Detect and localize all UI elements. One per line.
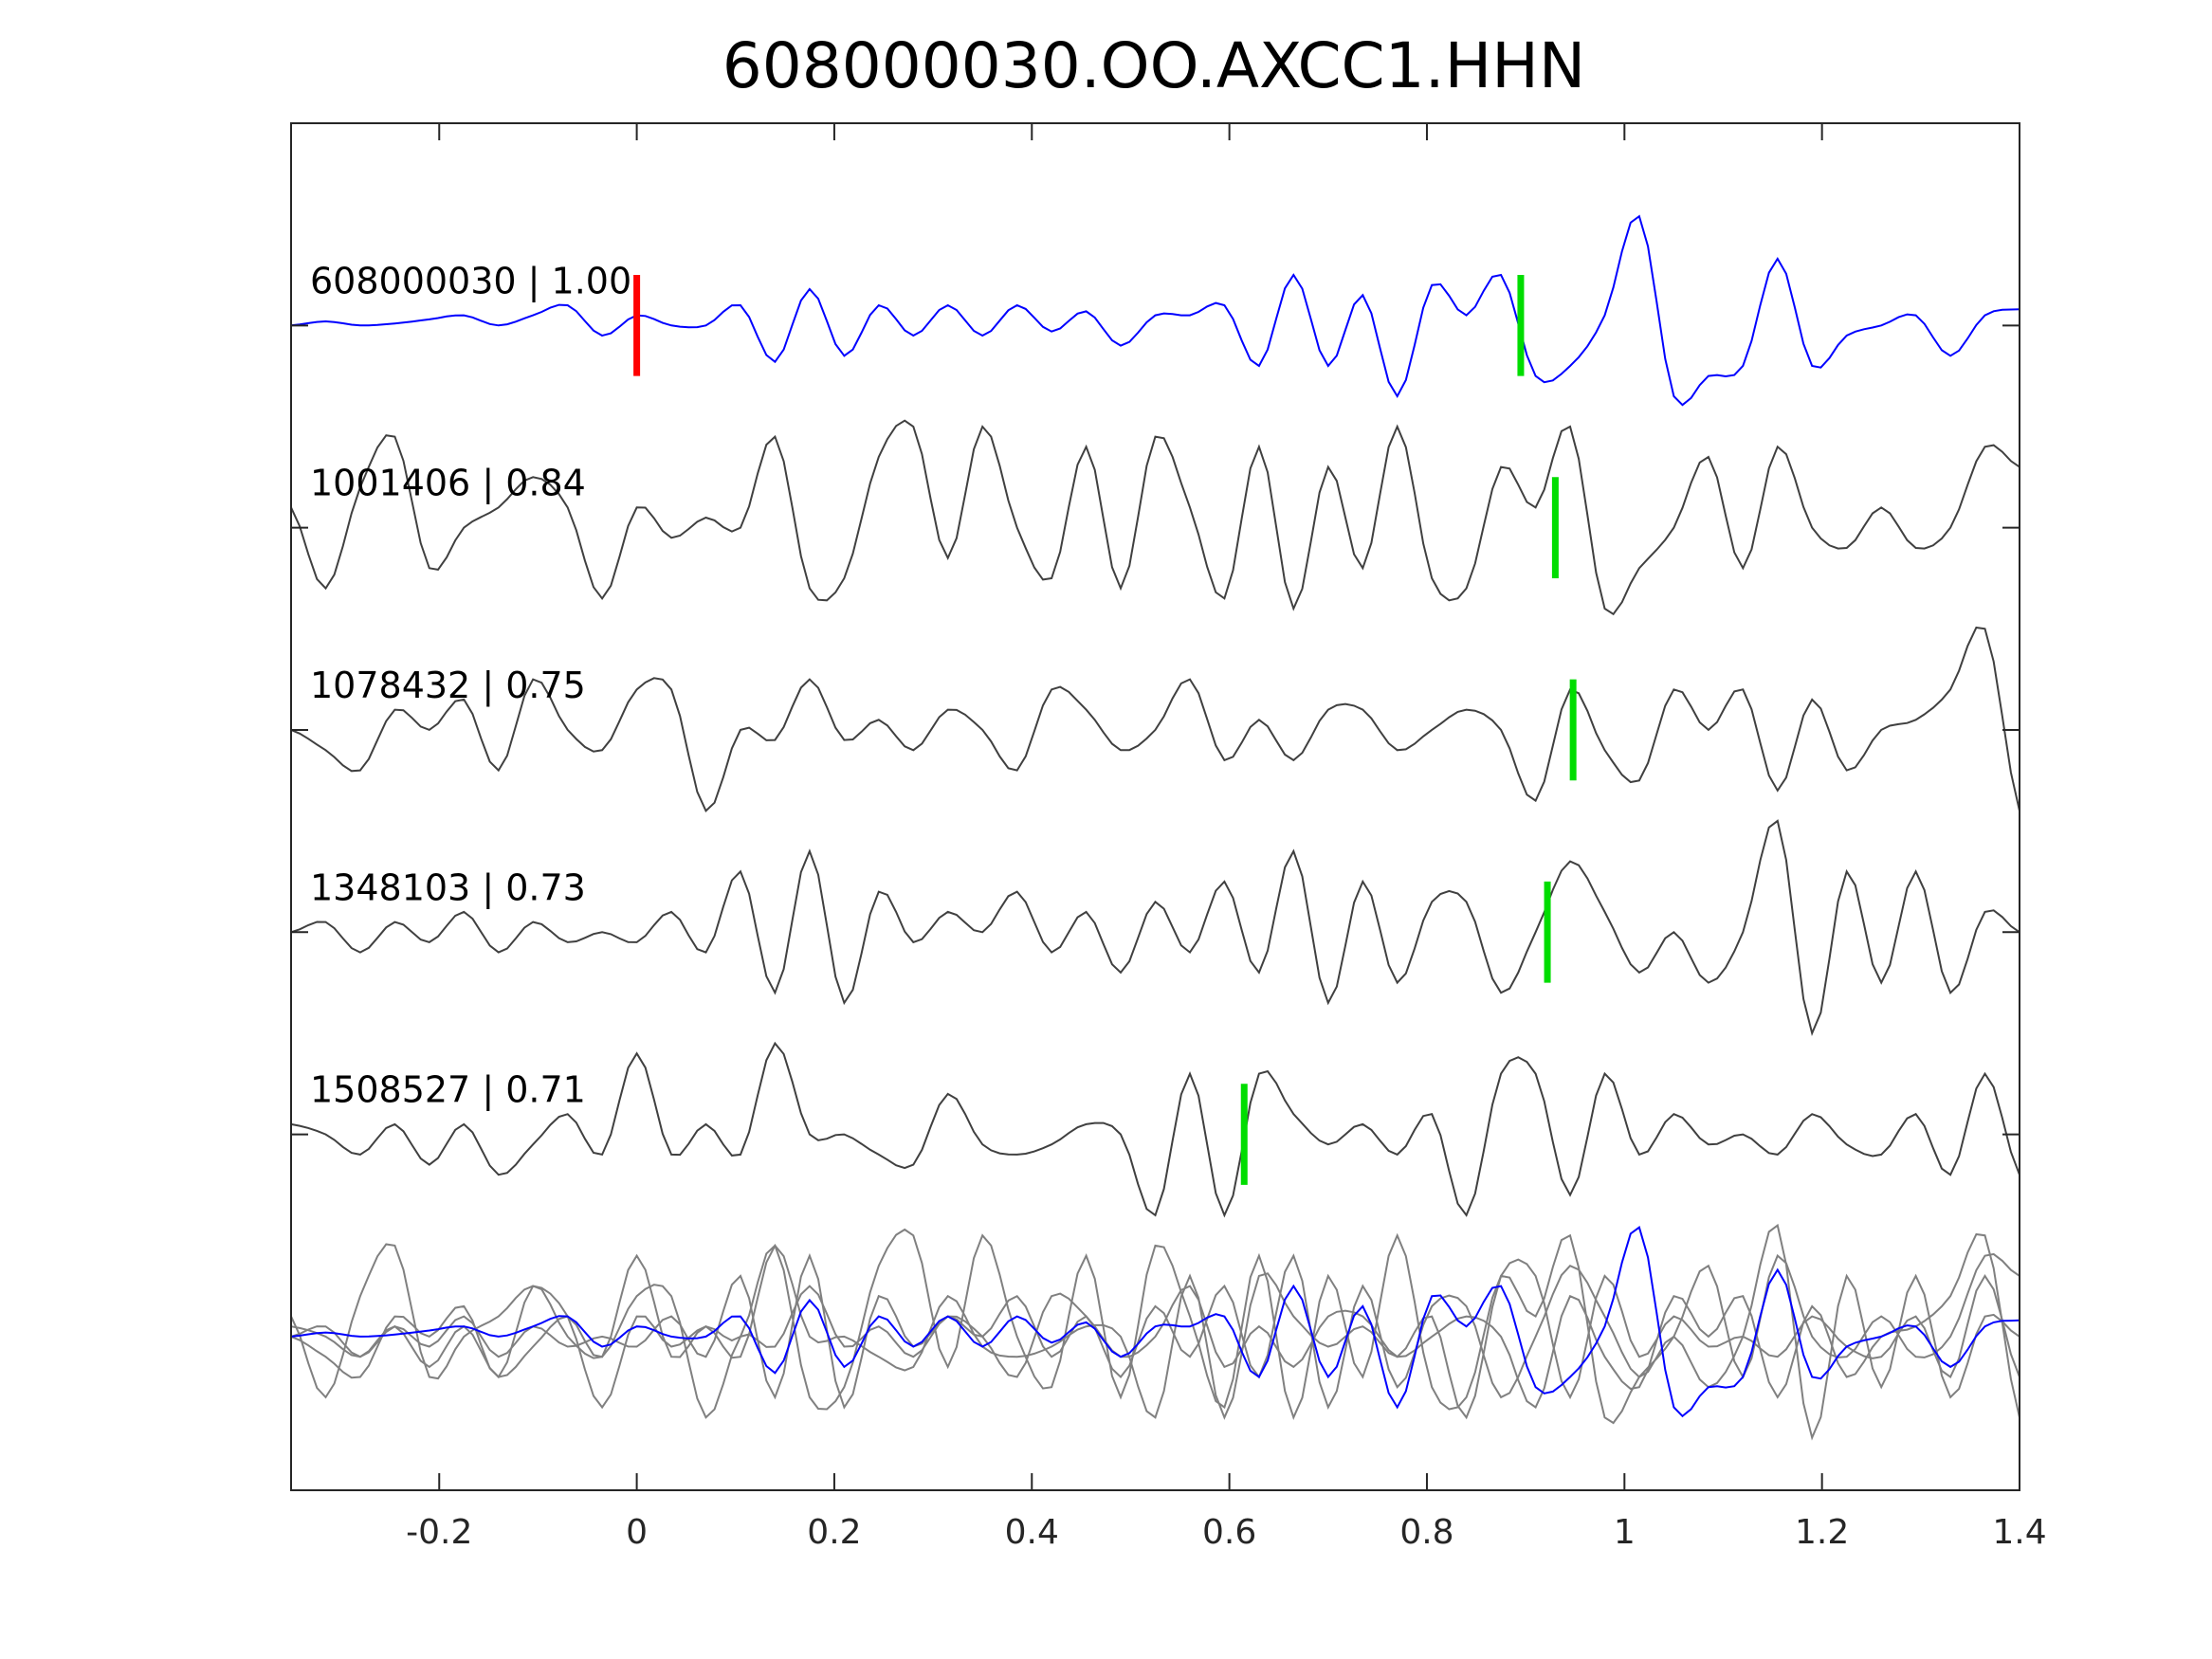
x-tick-label: 1	[1614, 1513, 1636, 1552]
trace-label: 1001406 | 0.84	[310, 463, 586, 505]
trace-labels-layer: 608000030 | 1.00 1001406 | 0.84 1078432 | …	[310, 260, 631, 1111]
plot-frame	[290, 122, 2020, 1491]
x-tick-label: 0.4	[1005, 1513, 1059, 1552]
trace-1078432	[290, 626, 2020, 812]
trace-608000030	[290, 214, 2020, 407]
pick-marks-layer	[633, 274, 1577, 1185]
trace-label: 1508527 | 0.71	[310, 1069, 586, 1112]
trace-label: 1348103 | 0.73	[310, 866, 586, 909]
x-tick-label: 1.4	[1992, 1513, 2046, 1552]
x-tick-label: 0	[626, 1513, 648, 1552]
stack-trace-1078432	[290, 1232, 2020, 1419]
axes-layer: -0.2 0 0.2 0.4 0.6 0.8 1 1.2 1.4	[291, 123, 2047, 1552]
x-tick-label: 1.2	[1795, 1513, 1849, 1552]
x-tick-label: 0.2	[807, 1513, 861, 1552]
traces-layer	[290, 214, 2020, 1441]
trace-1001406	[290, 419, 2020, 616]
stack-trace-608000030	[290, 1226, 2020, 1418]
stack-trace-1348103	[290, 1223, 2020, 1441]
trace-1348103	[290, 819, 2020, 1037]
x-tick-label: -0.2	[406, 1513, 472, 1552]
trace-label: 608000030 | 1.00	[310, 260, 631, 302]
x-tick-label: 0.8	[1399, 1513, 1453, 1552]
trace-label: 1078432 | 0.75	[310, 665, 586, 707]
trace-1508527	[290, 1041, 2020, 1218]
x-tick-label: 0.6	[1202, 1513, 1256, 1552]
stack-trace-1508527	[290, 1244, 2020, 1420]
chart-title: 608000030.OO.AXCC1.HHN	[722, 29, 1585, 102]
